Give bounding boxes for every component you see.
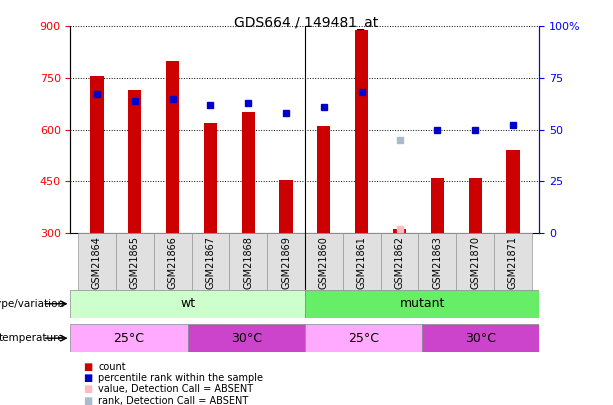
Bar [506,150,520,233]
Text: 25°C: 25°C [348,332,379,345]
Text: GSM21863: GSM21863 [432,236,443,289]
Bar [267,233,305,296]
Text: ■: ■ [83,373,92,383]
Text: 30°C: 30°C [231,332,262,345]
Bar [116,233,154,296]
Bar [305,290,539,318]
Bar [242,112,255,233]
Bar [204,123,217,233]
Bar [343,233,381,296]
Bar [355,30,368,233]
Bar [90,76,104,233]
Text: 30°C: 30°C [465,332,497,345]
Text: GSM21866: GSM21866 [167,236,178,289]
Bar [305,233,343,296]
Text: GSM21860: GSM21860 [319,236,329,289]
Bar [280,179,292,233]
Bar [70,290,305,318]
Bar [318,126,330,233]
Bar [305,324,422,352]
Bar [494,233,532,296]
Text: ■: ■ [83,396,92,405]
Text: ■: ■ [83,384,92,394]
Text: temperature: temperature [0,333,64,343]
Text: GSM21862: GSM21862 [395,236,405,289]
Text: percentile rank within the sample: percentile rank within the sample [98,373,263,383]
Bar [154,233,191,296]
Text: GDS664 / 149481_at: GDS664 / 149481_at [234,16,379,30]
Text: value, Detection Call = ABSENT: value, Detection Call = ABSENT [98,384,253,394]
Text: GSM21868: GSM21868 [243,236,253,289]
Bar [456,233,494,296]
Bar [422,324,539,352]
Bar [78,233,116,296]
Bar [191,233,229,296]
Bar [393,229,406,233]
Text: genotype/variation: genotype/variation [0,299,64,309]
Bar [381,233,419,296]
Bar [128,90,142,233]
Text: ■: ■ [83,362,92,371]
Bar [431,178,444,233]
Text: GSM21861: GSM21861 [357,236,367,289]
Text: GSM21870: GSM21870 [470,236,480,289]
Text: GSM21865: GSM21865 [130,236,140,289]
Bar [166,61,179,233]
Bar [468,178,482,233]
Text: rank, Detection Call = ABSENT: rank, Detection Call = ABSENT [98,396,248,405]
Text: GSM21871: GSM21871 [508,236,518,289]
Text: GSM21869: GSM21869 [281,236,291,289]
Bar [419,233,456,296]
Bar [229,233,267,296]
Text: mutant: mutant [400,297,445,310]
Text: 25°C: 25°C [113,332,145,345]
Text: GSM21867: GSM21867 [205,236,215,289]
Text: count: count [98,362,126,371]
Text: GSM21864: GSM21864 [92,236,102,289]
Bar [70,324,188,352]
Bar [188,324,305,352]
Text: wt: wt [180,297,196,310]
